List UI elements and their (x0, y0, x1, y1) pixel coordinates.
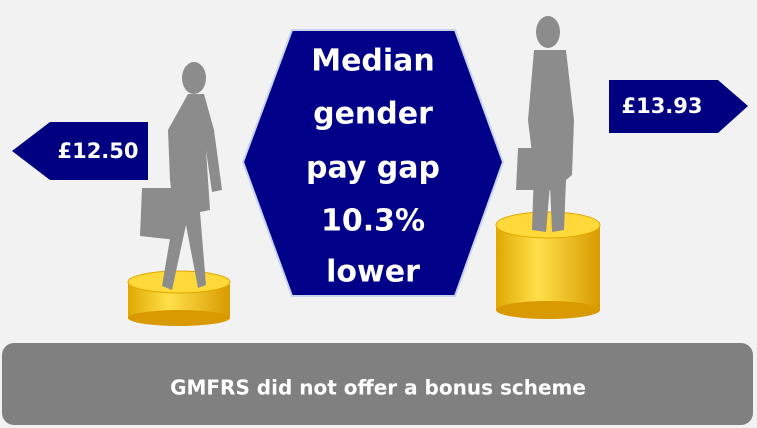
hexagon-line: Median (311, 44, 435, 79)
coin-stack-left (127, 270, 231, 326)
footer-text: GMFRS did not offer a bonus scheme (170, 376, 586, 400)
hexagon (241, 29, 505, 297)
coin-stack-right (495, 211, 601, 319)
footer-bar (2, 343, 753, 425)
left-arrow (12, 122, 148, 180)
hexagon-line: lower (326, 255, 420, 290)
hexagon-line: gender (313, 97, 433, 132)
right-label: £13.93 (621, 94, 702, 118)
left-label: £12.50 (57, 139, 138, 163)
man-silhouette (516, 16, 574, 232)
right-arrow (609, 80, 748, 133)
hexagon-line: 10.3% (321, 204, 425, 239)
woman-silhouette (140, 62, 222, 290)
hexagon-line: pay gap (306, 151, 440, 186)
